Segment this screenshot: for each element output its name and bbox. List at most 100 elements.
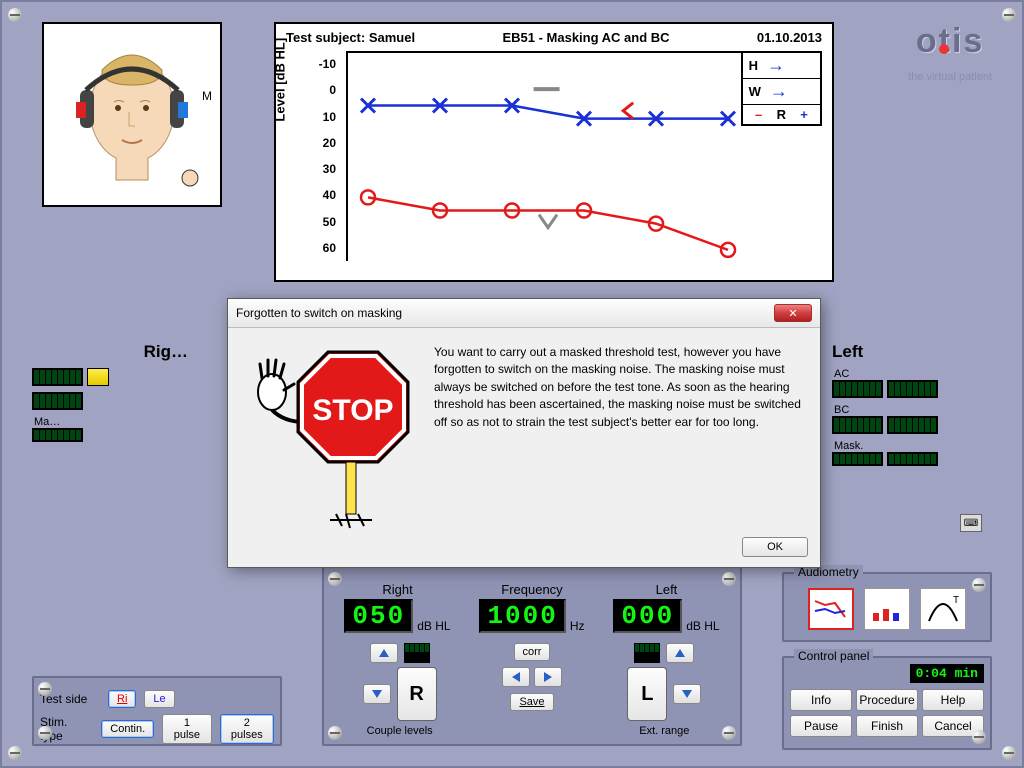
close-icon: ✕ bbox=[788, 307, 797, 320]
ytick: 30 bbox=[323, 162, 336, 176]
settings-button[interactable]: ⌨ bbox=[960, 514, 982, 532]
led-strip bbox=[887, 452, 938, 466]
ytick: -10 bbox=[319, 57, 336, 71]
freq-left-button[interactable] bbox=[502, 667, 530, 687]
screw-decor bbox=[1002, 746, 1016, 760]
bc-label: BC bbox=[834, 404, 992, 416]
testside-ri-button[interactable]: Ri bbox=[108, 690, 136, 708]
main-control-panel: Right 050 dB HL Frequency 1000 Hz Left 0… bbox=[322, 566, 742, 746]
right-value: 050 bbox=[344, 599, 413, 633]
right-title: Rig… bbox=[32, 342, 192, 362]
testside-panel: Test side Ri Le Stim. type Contin. 1 pul… bbox=[32, 676, 282, 746]
procedure-button[interactable]: Procedure bbox=[856, 689, 918, 711]
audiogram-date: 01.10.2013 bbox=[757, 30, 822, 45]
led-strip bbox=[832, 452, 883, 466]
freq-label: Frequency bbox=[501, 582, 562, 597]
mini-led-icon bbox=[634, 643, 660, 663]
right-side-box: Rig… Ma… bbox=[32, 342, 192, 448]
dialog-titlebar[interactable]: Forgotten to switch on masking ✕ bbox=[228, 299, 820, 328]
screw-decor bbox=[722, 572, 736, 586]
dialog-ok-button[interactable]: OK bbox=[742, 537, 808, 557]
ext-label: Ext. range bbox=[639, 725, 689, 737]
left-down-button[interactable] bbox=[673, 684, 701, 704]
left-side-box: Left AC BC Mask. bbox=[832, 342, 992, 472]
right-label: Right bbox=[382, 582, 412, 597]
screw-decor bbox=[328, 572, 342, 586]
led-strip bbox=[887, 380, 938, 398]
audiometry-mode-2[interactable] bbox=[864, 588, 910, 630]
stim-1pulse-button[interactable]: 1 pulse bbox=[162, 714, 212, 744]
stim-2pulses-button[interactable]: 2 pulses bbox=[220, 714, 274, 744]
svg-text:T: T bbox=[953, 595, 959, 606]
stim-contin-button[interactable]: Contin. bbox=[101, 720, 154, 738]
testside-le-button[interactable]: Le bbox=[144, 690, 174, 708]
led-strip bbox=[887, 416, 938, 434]
audiogram-title: EB51 - Masking AC and BC bbox=[502, 30, 669, 45]
right-up-button[interactable] bbox=[370, 643, 398, 663]
screw-decor bbox=[38, 726, 52, 740]
info-button[interactable]: Info bbox=[790, 689, 852, 711]
audiogram-header: Test subject: Samuel EB51 - Masking AC a… bbox=[286, 30, 822, 45]
freq-right-button[interactable] bbox=[534, 667, 562, 687]
screw-decor bbox=[8, 746, 22, 760]
subject-name: Samuel bbox=[369, 30, 415, 45]
led-strip bbox=[832, 380, 883, 398]
left-title: Left bbox=[832, 342, 992, 362]
ytick: 60 bbox=[323, 241, 336, 255]
svg-text:M: M bbox=[202, 89, 212, 103]
legend: H→W→–R+ bbox=[741, 51, 822, 126]
legend-row: –R+ bbox=[743, 105, 820, 124]
control-panel: Control panel 0:04 min Info Procedure He… bbox=[782, 656, 992, 750]
screw-decor bbox=[972, 578, 986, 592]
mini-led-icon bbox=[404, 643, 430, 663]
ytick: 40 bbox=[323, 188, 336, 202]
freq-unit: Hz bbox=[570, 619, 585, 633]
left-value: 000 bbox=[613, 599, 682, 633]
led-strip bbox=[832, 416, 883, 434]
control-container: Test side Ri Le Stim. type Contin. 1 pul… bbox=[32, 572, 992, 752]
subject-label: Test subject: bbox=[286, 30, 365, 45]
dialog-title: Forgotten to switch on masking bbox=[236, 306, 402, 320]
keyboard-icon: ⌨ bbox=[964, 518, 978, 529]
big-l-key[interactable]: L bbox=[627, 667, 667, 721]
freq-value: 1000 bbox=[479, 599, 565, 633]
stop-sign-icon: STOP bbox=[246, 344, 416, 534]
audiometry-mode-3[interactable]: T bbox=[920, 588, 966, 630]
dialog-close-button[interactable]: ✕ bbox=[774, 304, 812, 322]
screw-decor bbox=[8, 8, 22, 22]
big-r-key[interactable]: R bbox=[397, 667, 437, 721]
mask-label: Mask. bbox=[834, 440, 992, 452]
screw-decor bbox=[328, 726, 342, 740]
finish-button[interactable]: Finish bbox=[856, 715, 918, 737]
right-down-button[interactable] bbox=[363, 684, 391, 704]
corr-button[interactable]: corr bbox=[514, 643, 551, 661]
svg-text:STOP: STOP bbox=[312, 394, 393, 427]
right-unit: dB HL bbox=[417, 619, 450, 633]
legend-row: H→ bbox=[743, 53, 820, 79]
help-button[interactable]: Help bbox=[922, 689, 984, 711]
brand: otis the virtual patient bbox=[908, 22, 992, 83]
ytick: 0 bbox=[329, 83, 336, 97]
left-up-button[interactable] bbox=[666, 643, 694, 663]
brand-logo: otis bbox=[908, 22, 992, 61]
audiometry-mode-1[interactable] bbox=[808, 588, 854, 630]
legend-row: W→ bbox=[743, 79, 820, 105]
left-label: Left bbox=[656, 582, 678, 597]
timer-display: 0:04 min bbox=[910, 664, 984, 683]
ytick: 10 bbox=[323, 110, 336, 124]
ytick: 50 bbox=[323, 215, 336, 229]
led-strip bbox=[32, 368, 83, 386]
pause-button[interactable]: Pause bbox=[790, 715, 852, 737]
screw-decor bbox=[38, 682, 52, 696]
led-yellow-icon bbox=[87, 368, 109, 386]
couple-label: Couple levels bbox=[367, 725, 433, 737]
screw-decor bbox=[972, 730, 986, 744]
mask-label: Ma… bbox=[34, 416, 192, 428]
audiogram-panel: Test subject: Samuel EB51 - Masking AC a… bbox=[274, 22, 834, 282]
audiometry-panel: Audiometry T bbox=[782, 572, 992, 642]
avatar-panel: M bbox=[42, 22, 222, 207]
save-button[interactable]: Save bbox=[510, 693, 553, 711]
screw-decor bbox=[1002, 8, 1016, 22]
warning-dialog: Forgotten to switch on masking ✕ STOP bbox=[227, 298, 821, 568]
cp-title: Control panel bbox=[794, 649, 873, 663]
